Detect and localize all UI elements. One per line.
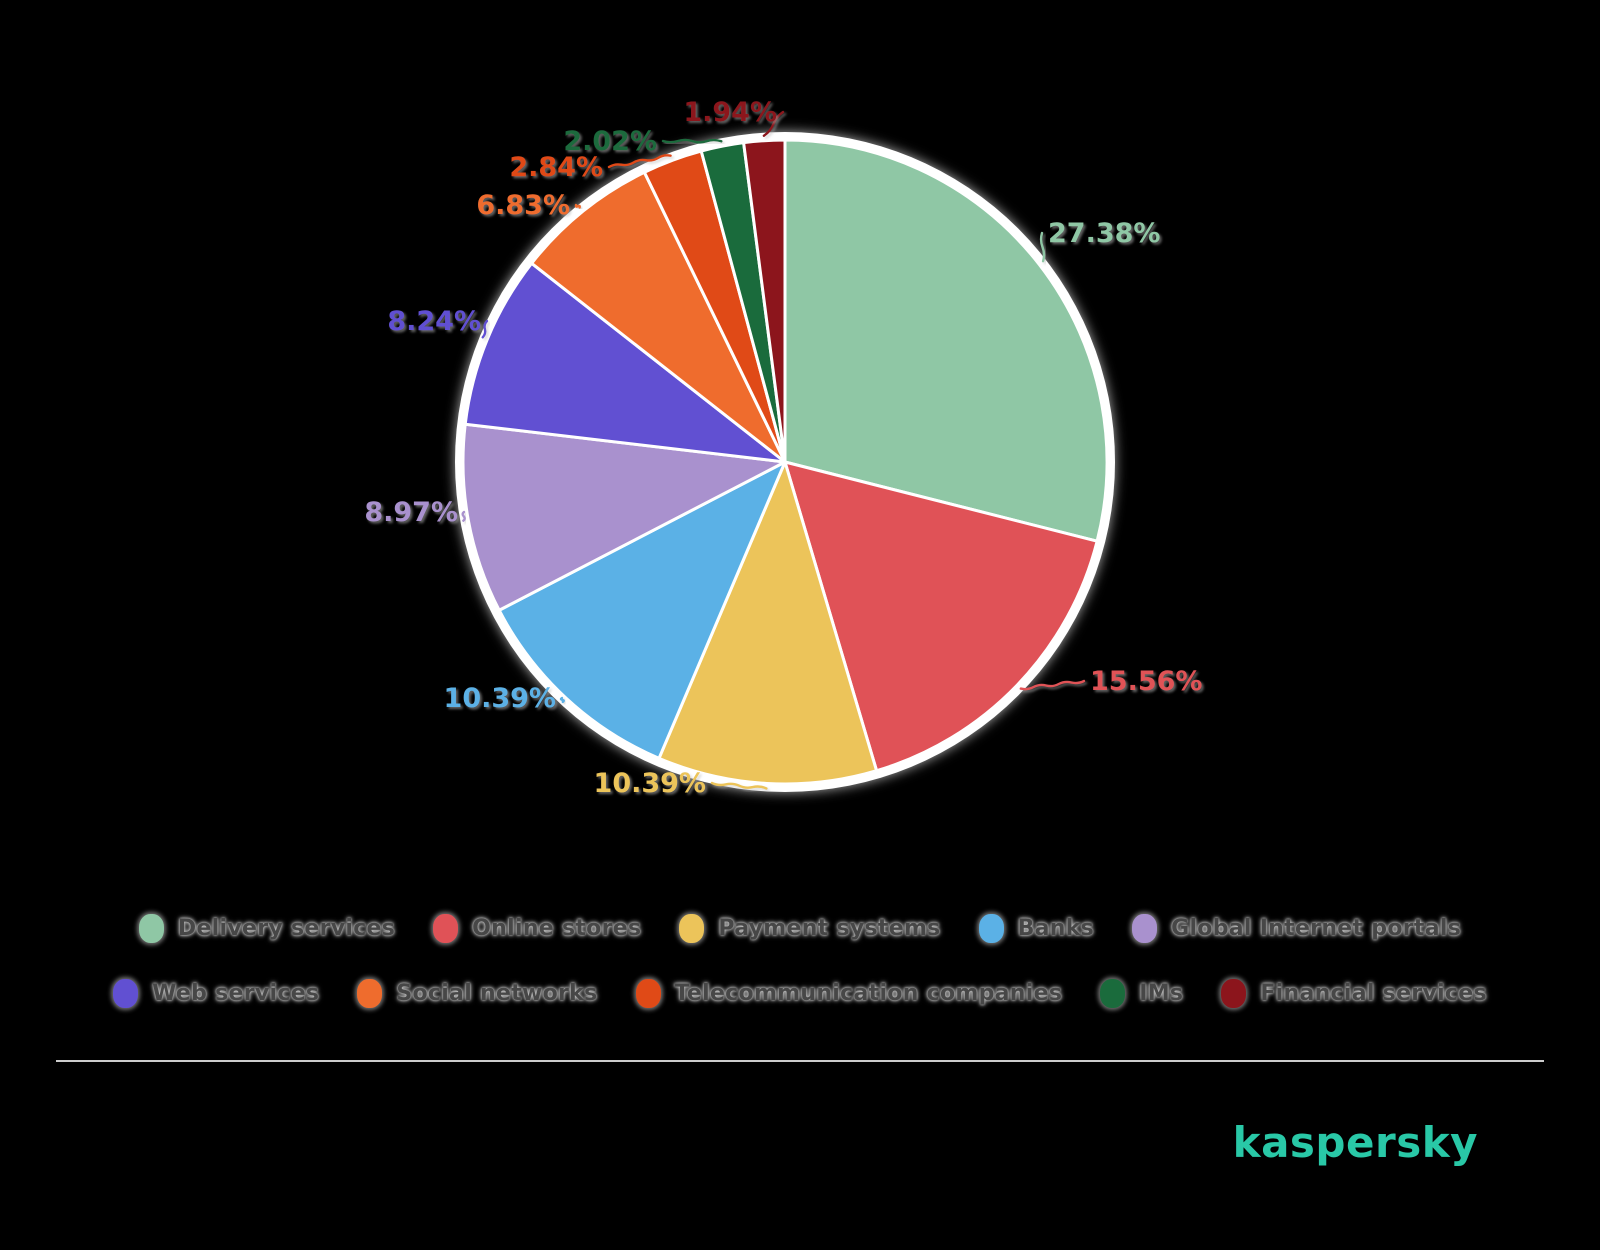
legend: Delivery services Online stores Payment sy…	[0, 914, 1600, 1008]
legend-swatch-online-stores	[433, 914, 459, 943]
kaspersky-logo: kaspersky	[1233, 1118, 1478, 1167]
pie-slice-payment-systems	[657, 460, 879, 786]
label-leader-ims	[661, 138, 723, 144]
legend-item-delivery-services: Delivery services	[138, 914, 396, 943]
pie-slice-social-networks	[530, 170, 787, 464]
legend-item-ims: IMs	[1100, 979, 1183, 1008]
legend-label-online-stores: Online stores	[472, 916, 642, 941]
legend-label-social-networks: Social networks	[396, 981, 598, 1006]
pie-slice-banks	[497, 460, 787, 760]
legend-label-telecommunication-companies: Telecommunication companies	[674, 981, 1063, 1006]
legend-label-web-services: Web services	[152, 981, 320, 1006]
legend-label-delivery-services: Delivery services	[177, 916, 396, 941]
label-leader-online-stores	[1019, 679, 1086, 691]
pie-slice-global-internet-portals	[461, 422, 787, 612]
legend-label-financial-services: Financial services	[1260, 981, 1487, 1006]
slice-value-label-telecommunication-companies: 2.84%	[509, 152, 603, 183]
legend-row-2: Web services Social networks Telecommunica…	[113, 979, 1487, 1008]
legend-item-global-internet-portals: Global Internet portals	[1132, 914, 1461, 943]
slice-value-label-banks: 10.39%	[444, 683, 556, 714]
pie-slices-group	[455, 132, 1115, 792]
legend-label-payment-systems: Payment systems	[718, 916, 941, 941]
label-leader-global-internet-portals	[461, 510, 466, 522]
legend-item-banks: Banks	[978, 914, 1095, 943]
legend-swatch-financial-services	[1221, 979, 1247, 1008]
kaspersky-logo-text: kaspersky	[1232, 1118, 1478, 1167]
legend-swatch-banks	[978, 914, 1004, 943]
legend-swatch-delivery-services	[138, 914, 164, 943]
slice-value-label-financial-services: 1.94%	[683, 97, 777, 128]
legend-item-online-stores: Online stores	[433, 914, 641, 943]
legend-swatch-telecommunication-companies	[635, 979, 661, 1008]
label-leader-payment-systems	[710, 781, 768, 790]
legend-label-ims: IMs	[1139, 981, 1184, 1006]
slice-value-label-global-internet-portals: 8.97%	[364, 497, 458, 528]
slice-value-label-online-stores: 15.56%	[1090, 666, 1202, 697]
slice-value-label-delivery-services: 27.38%	[1048, 218, 1160, 249]
pie-slice-delivery-services	[783, 138, 1109, 543]
label-leader-banks	[559, 696, 565, 704]
label-leader-social-networks	[574, 203, 581, 209]
legend-item-financial-services: Financial services	[1221, 979, 1487, 1008]
slice-labels-group: 27.38% 15.56% 10.39% 10.39% 8.97% 8.24% 6.83% 2…	[364, 97, 1202, 799]
legend-item-telecommunication-companies: Telecommunication companies	[635, 979, 1063, 1008]
pie-slice-online-stores	[783, 460, 1099, 773]
legend-label-banks: Banks	[1017, 916, 1095, 941]
legend-label-global-internet-portals: Global Internet portals	[1171, 916, 1462, 941]
legend-swatch-web-services	[113, 979, 139, 1008]
divider-line	[56, 1060, 1544, 1062]
legend-item-payment-systems: Payment systems	[679, 914, 940, 943]
legend-item-web-services: Web services	[113, 979, 319, 1008]
pie-slice-web-services	[463, 261, 787, 464]
pie-slice-financial-services	[742, 138, 787, 464]
label-leader-delivery-services	[1039, 231, 1046, 263]
legend-row-1: Delivery services Online stores Payment sy…	[138, 914, 1461, 943]
label-leader-web-services	[481, 319, 489, 339]
legend-swatch-social-networks	[357, 979, 383, 1008]
slice-value-label-payment-systems: 10.39%	[594, 768, 706, 799]
legend-swatch-ims	[1100, 979, 1126, 1008]
legend-swatch-payment-systems	[679, 914, 705, 943]
legend-item-social-networks: Social networks	[357, 979, 597, 1008]
label-leader-financial-services	[762, 110, 785, 137]
label-leader-telecommunication-companies	[607, 154, 672, 169]
slice-value-label-social-networks: 6.83%	[476, 190, 570, 221]
slice-value-label-ims: 2.02%	[563, 126, 657, 157]
slice-value-label-web-services: 8.24%	[387, 306, 481, 337]
legend-swatch-global-internet-portals	[1132, 914, 1158, 943]
